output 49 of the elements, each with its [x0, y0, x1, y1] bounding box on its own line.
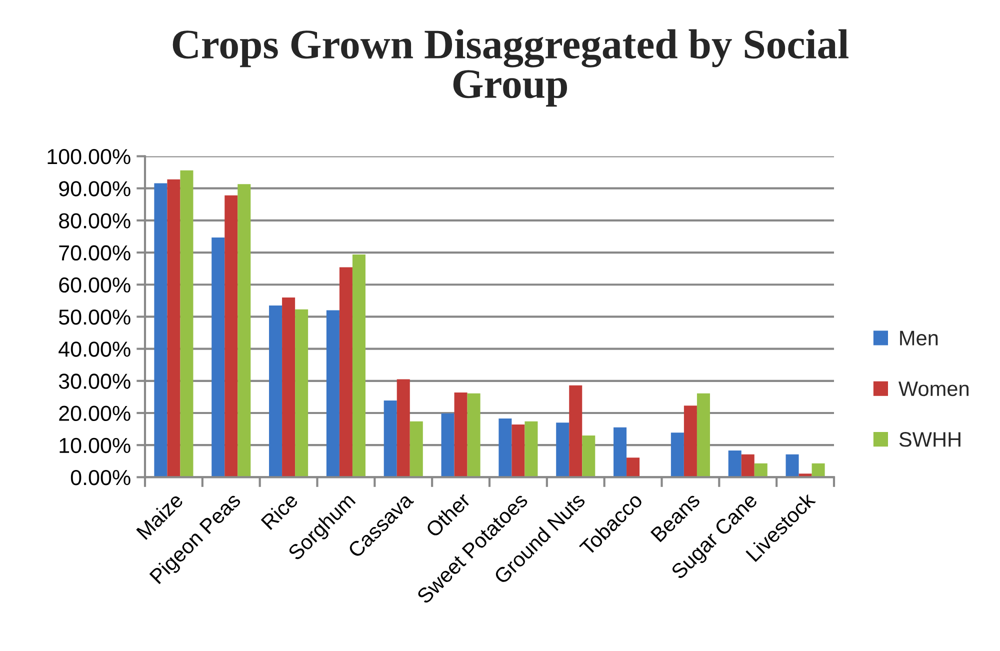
- bar: [212, 237, 225, 478]
- y-tick-label: 30.00%: [58, 374, 130, 389]
- bar: [569, 385, 582, 478]
- bar: [339, 267, 352, 478]
- bar: [410, 421, 423, 478]
- y-tick-label: 100.00%: [48, 149, 130, 164]
- y-tick-label: 0.00%: [70, 470, 130, 486]
- bar: [614, 427, 627, 478]
- bar: [384, 400, 397, 478]
- bar: [786, 454, 799, 478]
- bar: [467, 393, 480, 478]
- y-tick-label: 70.00%: [59, 245, 130, 261]
- bar: [524, 421, 538, 478]
- bar: [812, 463, 825, 478]
- bar: [556, 422, 570, 478]
- y-tick-label: 20.00%: [59, 406, 130, 422]
- bar: [224, 195, 238, 478]
- bar: [441, 413, 454, 478]
- bar: [728, 450, 742, 478]
- legend-label: Women: [898, 382, 968, 396]
- y-tick-label: 40.00%: [58, 342, 130, 357]
- chart-title: Crops Grown Disaggregated by Social Group: [172, 29, 848, 107]
- bar: [269, 305, 282, 478]
- legend-label: Men: [900, 330, 938, 346]
- y-tick-label: 60.00%: [59, 277, 130, 293]
- bar: [741, 454, 754, 478]
- y-tick-label: 50.00%: [58, 309, 130, 325]
- bar: [582, 435, 596, 478]
- y-tick-label: 80.00%: [59, 213, 130, 228]
- legend-label: SWHH: [899, 432, 960, 447]
- bar: [282, 297, 296, 478]
- bar: [754, 463, 768, 478]
- bar: [326, 310, 340, 478]
- y-tick-label: 90.00%: [59, 181, 130, 196]
- bar: [295, 309, 308, 478]
- bar: [498, 418, 512, 478]
- bar: [512, 424, 525, 478]
- bar: [626, 458, 640, 478]
- bar: [167, 179, 180, 478]
- bar: [396, 379, 410, 478]
- bar: [684, 406, 697, 478]
- bar: [180, 170, 194, 478]
- bar: [238, 184, 251, 478]
- y-tick-label: 10.00%: [60, 438, 130, 454]
- bar: [154, 183, 168, 478]
- bar: [454, 392, 468, 478]
- bar: [352, 254, 366, 478]
- bar: [696, 393, 710, 478]
- bar: [670, 432, 684, 478]
